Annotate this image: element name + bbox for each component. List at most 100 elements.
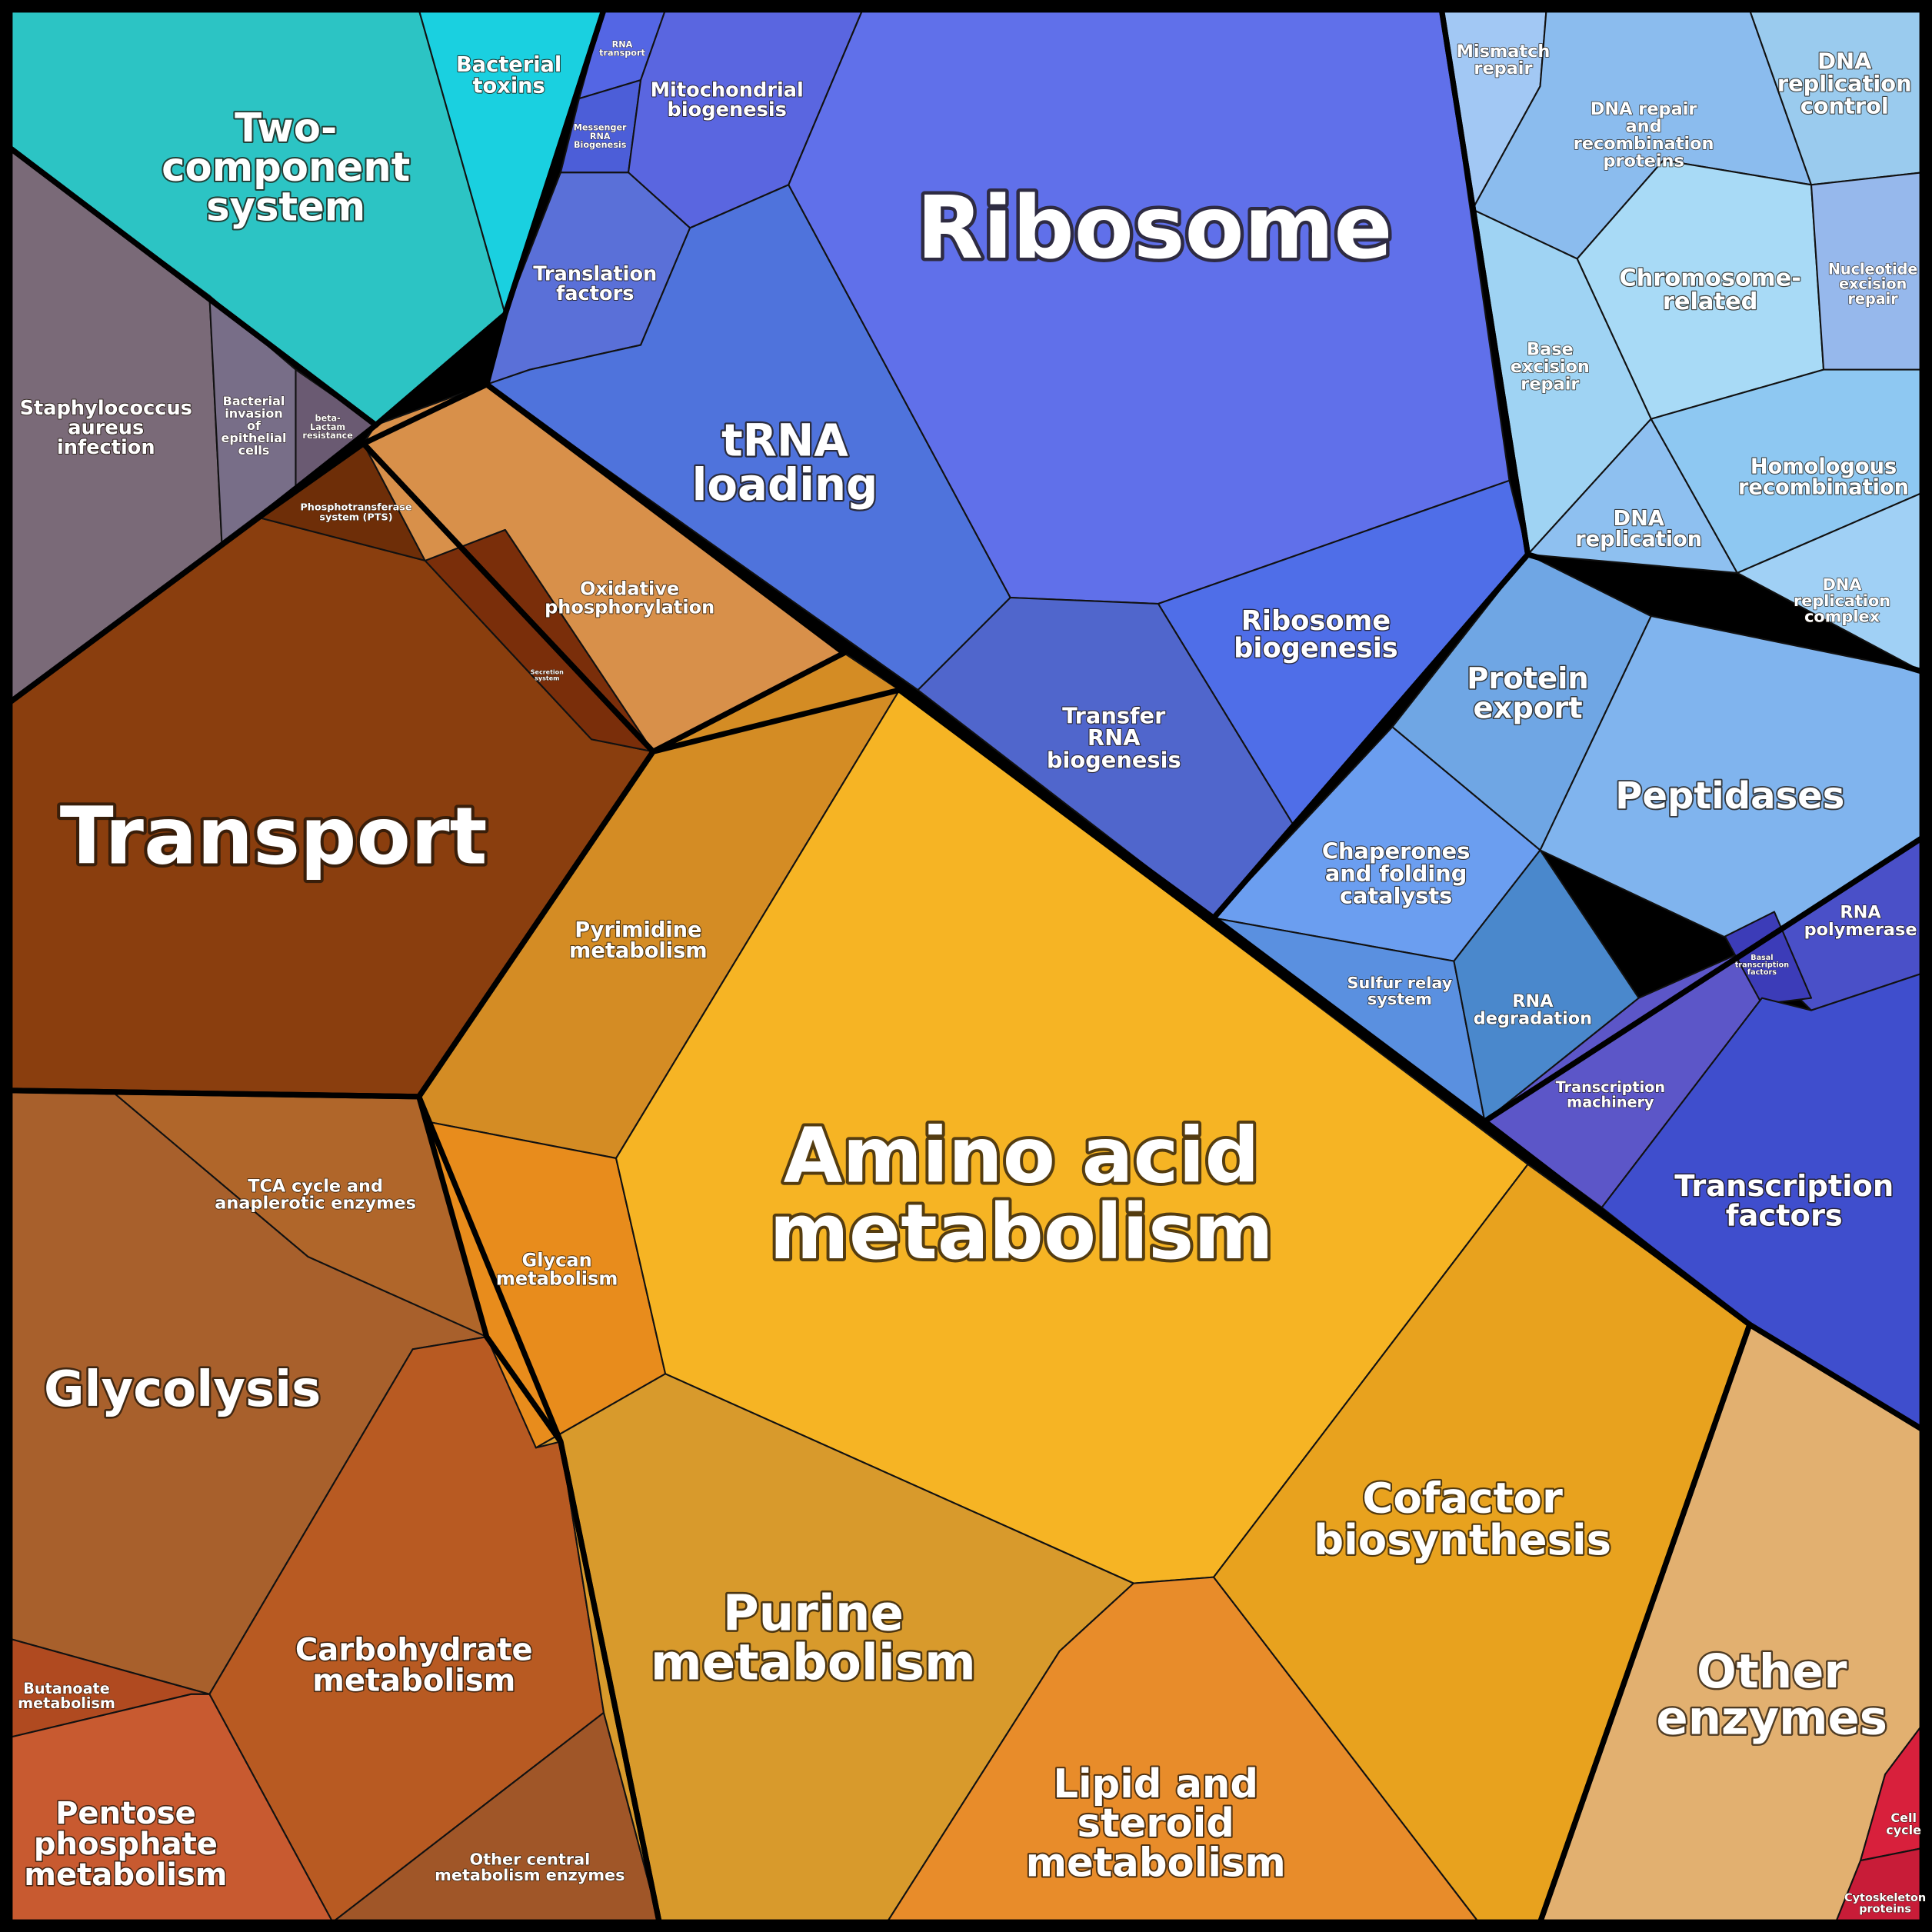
region-label: Glycolysis — [44, 1361, 321, 1418]
region-label: metabolism — [769, 1188, 1273, 1277]
region-label: component — [162, 145, 410, 191]
region-label: excision — [1511, 357, 1590, 377]
region-label: Pyrimidine — [575, 918, 701, 942]
region-label: RNA — [612, 39, 633, 49]
outer-border — [3, 3, 1929, 1929]
region-label: Purine — [723, 1585, 904, 1642]
region-label: related — [1663, 288, 1758, 315]
region-label: Transport — [60, 791, 488, 883]
region-label: Chaperones — [1322, 838, 1471, 864]
region-label: and folding — [1325, 860, 1467, 886]
region-label: Transfer — [1062, 702, 1166, 728]
region-label: replication — [1794, 591, 1890, 610]
region-label: repair — [1474, 58, 1532, 78]
region-label: toxins — [473, 74, 545, 98]
region-label: Oxidative — [580, 578, 679, 600]
region-label: recombination — [1574, 134, 1714, 154]
region-label: metabolism — [18, 1694, 115, 1712]
region-label: metabolism — [312, 1664, 515, 1699]
region-label: biogenesis — [668, 98, 787, 122]
region-label: Mitochondrial — [651, 79, 804, 102]
region-label: tRNA — [721, 414, 848, 466]
region-label: Chromosome- — [1619, 265, 1800, 291]
region-label: Other central — [470, 1850, 591, 1868]
region-label: beta- — [315, 414, 341, 424]
region-label: enzymes — [1656, 1691, 1887, 1746]
region-label: Secretion — [531, 668, 564, 675]
region-label: factors — [1747, 968, 1777, 977]
region-label: Two- — [235, 105, 337, 152]
region-label: cycle — [1886, 1823, 1921, 1837]
region-label: metabolism — [569, 939, 708, 963]
region-label: Lactam — [310, 422, 345, 432]
region-label: catalysts — [1340, 882, 1453, 908]
region-label: Pentose — [55, 1796, 196, 1831]
region-label: Glycan — [522, 1250, 592, 1271]
region-label: anaplerotic enzymes — [215, 1194, 416, 1214]
region-label: Phosphotransferase — [300, 502, 412, 514]
region-label: Cofactor — [1362, 1473, 1563, 1522]
region-label: factors — [556, 282, 634, 305]
group-border — [360, 381, 848, 754]
region-label: factors — [1726, 1198, 1843, 1233]
cell — [1724, 911, 1813, 1005]
region-label: DNA repair — [1591, 99, 1697, 119]
region-label: Bacterial — [456, 53, 561, 77]
region-label: TCA cycle and — [248, 1176, 383, 1196]
region-label: Nucleotide — [1828, 260, 1918, 278]
region-label: metabolism — [24, 1857, 227, 1893]
region-label: Amino acid — [784, 1111, 1260, 1200]
group-borders — [3, 3, 1929, 1929]
region-label: Transcription — [1674, 1169, 1894, 1204]
region-label: Peptidases — [1615, 774, 1844, 818]
cells — [8, 8, 1924, 1924]
region-label: biogenesis — [1234, 632, 1398, 664]
region-label: Staphylococcus — [20, 397, 192, 420]
region-label: Carbohydrate — [295, 1633, 533, 1668]
region-label: phosphate — [34, 1827, 218, 1862]
region-label: resistance — [302, 431, 353, 441]
region-label: Translation — [533, 262, 657, 285]
region-label: RNA — [1840, 903, 1881, 923]
region-label: polymerase — [1804, 920, 1917, 940]
region-label: and — [1626, 117, 1662, 137]
region-label: repair — [1847, 290, 1898, 308]
region-label: degradation — [1474, 1008, 1592, 1028]
region-label: replication — [1575, 528, 1702, 551]
region-label: metabolism — [496, 1268, 618, 1290]
region-label: Base — [1527, 339, 1574, 359]
region-label: RNA — [1512, 991, 1554, 1011]
region-label: system — [1367, 990, 1432, 1008]
region-label: Ribosome — [1241, 605, 1391, 637]
region-label: Biogenesis — [574, 140, 627, 150]
region-label: phosphorylation — [545, 597, 715, 618]
region-label: DNA — [1823, 575, 1862, 594]
region-label: complex — [1804, 608, 1880, 626]
region-label: Basal — [1750, 954, 1773, 962]
region-label: metabolism enzymes — [435, 1866, 625, 1884]
region-label: loading — [692, 458, 878, 511]
region-label: system (PTS) — [319, 511, 392, 523]
region-label: export — [1473, 691, 1582, 725]
region-label: Transcription — [1556, 1078, 1665, 1096]
region-label: recombination — [1738, 476, 1909, 500]
region-label: proteins — [1859, 1903, 1911, 1915]
region-label: Homologous — [1750, 455, 1897, 478]
region-label: machinery — [1567, 1093, 1654, 1111]
region-label: of — [247, 418, 261, 433]
region-label: infection — [57, 436, 155, 459]
region-label: Ribosome — [917, 178, 1393, 278]
region-label: Lipid and — [1053, 1761, 1258, 1807]
region-label: Other — [1697, 1644, 1847, 1699]
region-label: Bacterial — [223, 394, 285, 408]
region-label: DNA — [1817, 48, 1872, 75]
region-label: system — [535, 675, 559, 681]
region-label: system — [206, 184, 365, 230]
region-label: metabolism — [1026, 1840, 1286, 1886]
region-label: repair — [1521, 374, 1579, 394]
region-label: Protein — [1467, 661, 1589, 696]
region-label: Cytoskeleton — [1844, 1892, 1926, 1904]
region-label: replication — [1777, 71, 1912, 97]
